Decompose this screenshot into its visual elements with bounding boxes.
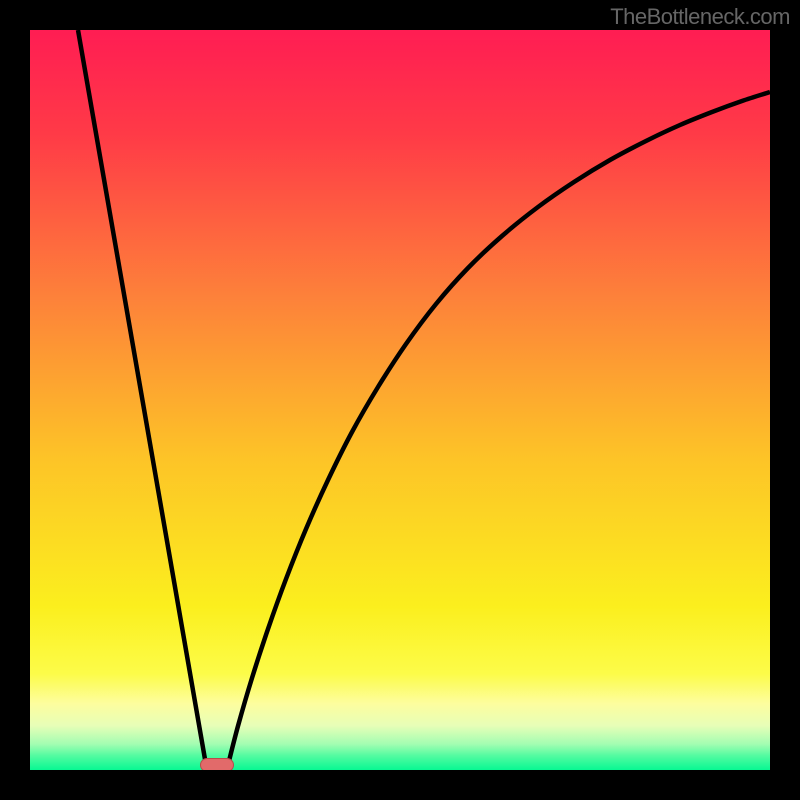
watermark-text: TheBottleneck.com <box>610 4 790 30</box>
optimum-marker <box>201 759 234 771</box>
plot-area <box>30 30 770 770</box>
bottleneck-chart-svg <box>30 30 770 770</box>
